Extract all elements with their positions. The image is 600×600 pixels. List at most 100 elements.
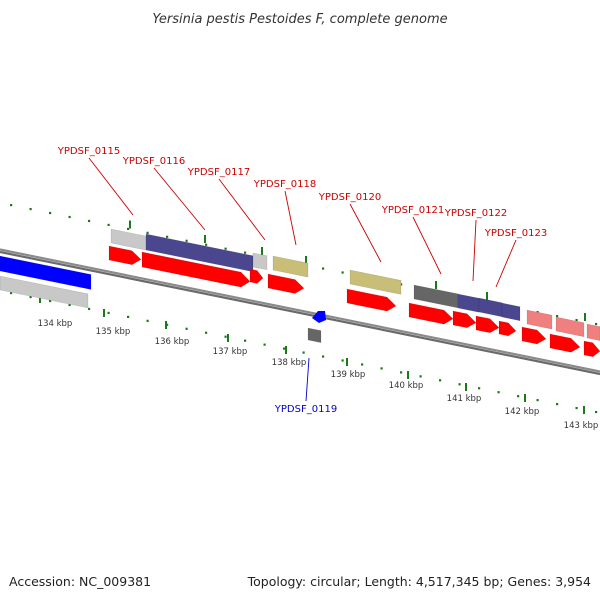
kbp-tick-label: 139 kbp (331, 370, 366, 380)
label-leader-line (495, 239, 517, 288)
cds-arrow (452, 310, 477, 329)
scale-dot (107, 311, 110, 315)
scale-dot (439, 379, 442, 382)
label-leader-line (153, 167, 206, 231)
scale-dot (68, 215, 71, 219)
scale-dot (224, 247, 227, 250)
kbp-tick-label: 142 kbp (505, 407, 540, 417)
purple-block (478, 297, 503, 318)
label-leaders (88, 157, 517, 402)
tan-block (272, 255, 309, 278)
scale-dot (400, 283, 403, 286)
scale-dot (400, 371, 403, 374)
label-leader-line (305, 357, 310, 402)
scale-dot (283, 347, 286, 350)
cds-arrow (249, 268, 264, 284)
scale-dot (205, 243, 208, 246)
scale-dot (166, 235, 169, 238)
scale-dot (556, 403, 559, 406)
kbp-tick-label: 143 kbp (564, 421, 599, 431)
scale-dot (361, 363, 364, 366)
gene-labels: YPDSF_0115YPDSF_0116YPDSF_0117YPDSF_0118… (57, 146, 547, 415)
cds-arrow (108, 245, 142, 266)
scale-dot (575, 318, 578, 322)
feature-track (0, 228, 600, 358)
scale-dot (341, 359, 344, 362)
cds-arrow (549, 333, 581, 353)
scale-dot (517, 395, 520, 398)
scale-dot (107, 223, 110, 227)
cds-arrow (475, 315, 500, 334)
scale-dot (322, 355, 325, 358)
light-cds-block (586, 323, 600, 341)
scale-dot (478, 387, 481, 390)
light-cds-block (526, 309, 553, 330)
kbp-tick-label: 138 kbp (272, 358, 307, 368)
gene-label: YPDSF_0122 (444, 208, 507, 219)
backbone-line-inner (0, 250, 600, 376)
cds-arrow (583, 340, 600, 358)
gene-label: YPDSF_0116 (122, 156, 185, 167)
purple-block (457, 293, 480, 313)
cds-arrow (521, 326, 547, 345)
kbp-tick-labels: 134 kbp 135 kbp 136 kbp 137 kbp 138 kbp 139 k… (38, 319, 599, 431)
reverse-cds-arrow (312, 311, 326, 323)
gene-label: YPDSF_0121 (381, 205, 444, 216)
genome-summary: Topology: circular; Length: 4,517,345 bp… (247, 574, 591, 589)
scale-dot (185, 327, 188, 330)
kbp-tick-label: 136 kbp (155, 337, 190, 347)
scale-dot (49, 299, 52, 303)
cds-arrow (141, 251, 251, 288)
tan-block (349, 269, 402, 295)
scale-dot (10, 292, 13, 295)
scale-dot (322, 267, 325, 270)
rrna-block (110, 228, 147, 251)
gene-label: YPDSF_0115 (57, 146, 120, 157)
kbp-tick-label: 141 kbp (447, 394, 482, 404)
label-leader-line (349, 203, 382, 263)
scale-dot (146, 319, 149, 322)
scale-dot (419, 375, 422, 378)
scale-dot (536, 311, 539, 314)
scale-dot (127, 227, 130, 230)
scale-dot (244, 251, 247, 254)
cds-arrow (346, 288, 397, 312)
dark-block (307, 327, 322, 343)
cds-arrow (498, 320, 517, 337)
label-leader-line (472, 219, 477, 282)
map-title: Yersinia pestis Pestoides F, complete ge… (152, 12, 447, 27)
label-leader-line (218, 178, 266, 241)
scale-dot (302, 351, 305, 354)
kbp-tick-label: 137 kbp (213, 347, 248, 357)
gene-label: YPDSF_0120 (318, 192, 381, 203)
scale-dot (10, 204, 13, 207)
scale-dot (536, 399, 539, 402)
scale-dot (556, 315, 559, 318)
label-leader-line (284, 190, 297, 246)
purple-block (501, 302, 521, 322)
scale-dot (127, 315, 130, 318)
backbone-line-outer (0, 248, 600, 373)
scale-dot (68, 303, 71, 307)
scale-dot (146, 231, 149, 234)
cds-arrow (408, 302, 454, 325)
scale-dot (205, 331, 208, 334)
scale-dot (29, 207, 32, 211)
cds-arrow (267, 273, 305, 294)
scale-dot (575, 406, 578, 410)
scale-dot (341, 271, 344, 274)
scale-dot (595, 410, 598, 414)
gene-label: YPDSF_0123 (484, 228, 547, 239)
inner-scale-dots (10, 292, 598, 414)
kbp-tick-label: 135 kbp (96, 327, 131, 337)
rrna-block (0, 275, 89, 309)
label-leader-line (412, 216, 442, 275)
scale-dot (458, 383, 461, 386)
scale-dot (185, 239, 188, 242)
scale-dot (88, 219, 91, 223)
scale-dot (497, 391, 500, 394)
rrna-block (252, 252, 268, 271)
kbp-tick-label: 140 kbp (389, 381, 424, 391)
scale-dot (166, 323, 169, 326)
scale-dot (380, 367, 383, 370)
